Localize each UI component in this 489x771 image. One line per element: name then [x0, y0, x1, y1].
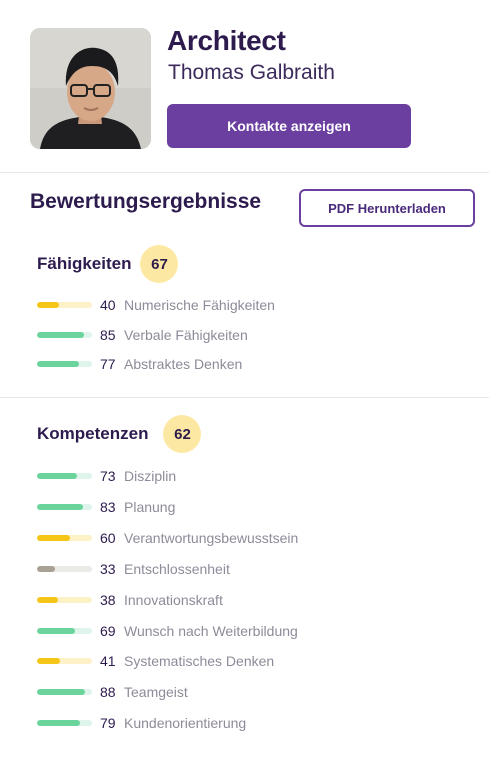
score-label: Planung: [124, 498, 176, 515]
results-title: Bewertungsergebnisse: [30, 190, 262, 213]
score-bar: [37, 658, 92, 665]
score-value: 60: [100, 529, 116, 546]
score-bar: [37, 627, 92, 634]
score-label: Numerische Fähigkeiten: [124, 297, 275, 313]
score-value: 79: [100, 715, 116, 732]
score-bar-fill: [37, 627, 75, 634]
person-photo-icon: [30, 28, 151, 149]
score-bar-fill: [37, 331, 84, 338]
competencies-title: Kompetenzen: [37, 424, 149, 443]
skills-header: Fähigkeiten 67: [37, 245, 179, 283]
score-row: 73 Disziplin: [37, 466, 176, 486]
score-label: Systematisches Denken: [124, 653, 275, 670]
score-row: 77 Abstraktes Denken: [37, 354, 242, 374]
score-value: 88: [100, 684, 116, 701]
score-bar-fill: [37, 720, 81, 727]
skills-title: Fähigkeiten: [37, 254, 132, 273]
score-bar: [37, 473, 92, 479]
score-value: 73: [100, 468, 116, 484]
score-label: Verantwortungsbewusstsein: [124, 529, 299, 546]
score-value: 33: [100, 560, 116, 577]
score-row: 38 Innovationskraft: [37, 590, 223, 610]
score-label: Teamgeist: [124, 684, 188, 701]
skills-score-badge: 67: [140, 245, 179, 283]
score-label: Innovationskraft: [124, 591, 223, 608]
profile-header: Architect Thomas Galbraith Kontakte anze…: [0, 0, 489, 172]
score-bar: [37, 565, 92, 572]
score-row: 88 Teamgeist: [37, 682, 188, 702]
score-row: 33 Entschlossenheit: [37, 559, 230, 579]
score-label: Kundenorientierung: [124, 715, 247, 732]
score-value: 77: [100, 356, 116, 372]
score-bar-fill: [37, 534, 70, 541]
score-bar-fill: [37, 658, 60, 665]
score-value: 38: [100, 591, 116, 608]
score-label: Entschlossenheit: [124, 560, 230, 577]
score-bar-fill: [37, 503, 83, 510]
score-row: 41 Systematisches Denken: [37, 651, 274, 671]
score-value: 40: [100, 297, 116, 313]
score-row: 69 Wunsch nach Weiterbildung: [37, 621, 298, 641]
divider: [0, 172, 489, 173]
score-row: 83 Planung: [37, 497, 175, 517]
score-bar-fill: [37, 302, 59, 308]
avatar: [30, 28, 151, 149]
score-value: 83: [100, 498, 116, 515]
score-value: 85: [100, 326, 116, 343]
score-bar: [37, 596, 92, 603]
score-bar-fill: [37, 596, 58, 603]
score-bar: [37, 331, 92, 338]
score-bar: [37, 302, 92, 308]
score-bar: [37, 503, 92, 510]
score-bar: [37, 361, 92, 367]
score-value: 41: [100, 653, 116, 670]
score-bar-fill: [37, 689, 86, 696]
score-label: Disziplin: [124, 468, 177, 484]
score-bar-fill: [37, 473, 78, 479]
score-bar: [37, 689, 92, 696]
pdf-download-button[interactable]: PDF Herunterladen: [299, 189, 475, 227]
score-bar-fill: [37, 361, 80, 367]
score-bar-fill: [37, 565, 56, 572]
score-row: 40 Numerische Fähigkeiten: [37, 295, 275, 315]
score-bar: [37, 534, 92, 541]
score-row: 85 Verbale Fähigkeiten: [37, 325, 248, 345]
show-contacts-button[interactable]: Kontakte anzeigen: [167, 104, 411, 148]
divider: [0, 397, 489, 398]
score-row: 60 Verantwortungsbewusstsein: [37, 528, 298, 548]
score-row: 79 Kundenorientierung: [37, 713, 246, 733]
score-value: 69: [100, 622, 116, 639]
competencies-header: Kompetenzen 62: [37, 415, 202, 453]
score-label: Verbale Fähigkeiten: [124, 326, 248, 343]
profile-role: Architect: [167, 25, 286, 56]
score-label: Abstraktes Denken: [124, 356, 243, 372]
score-bar: [37, 720, 92, 727]
score-label: Wunsch nach Weiterbildung: [124, 622, 298, 639]
profile-name: Thomas Galbraith: [168, 61, 335, 84]
competencies-score-badge: 62: [163, 415, 202, 453]
